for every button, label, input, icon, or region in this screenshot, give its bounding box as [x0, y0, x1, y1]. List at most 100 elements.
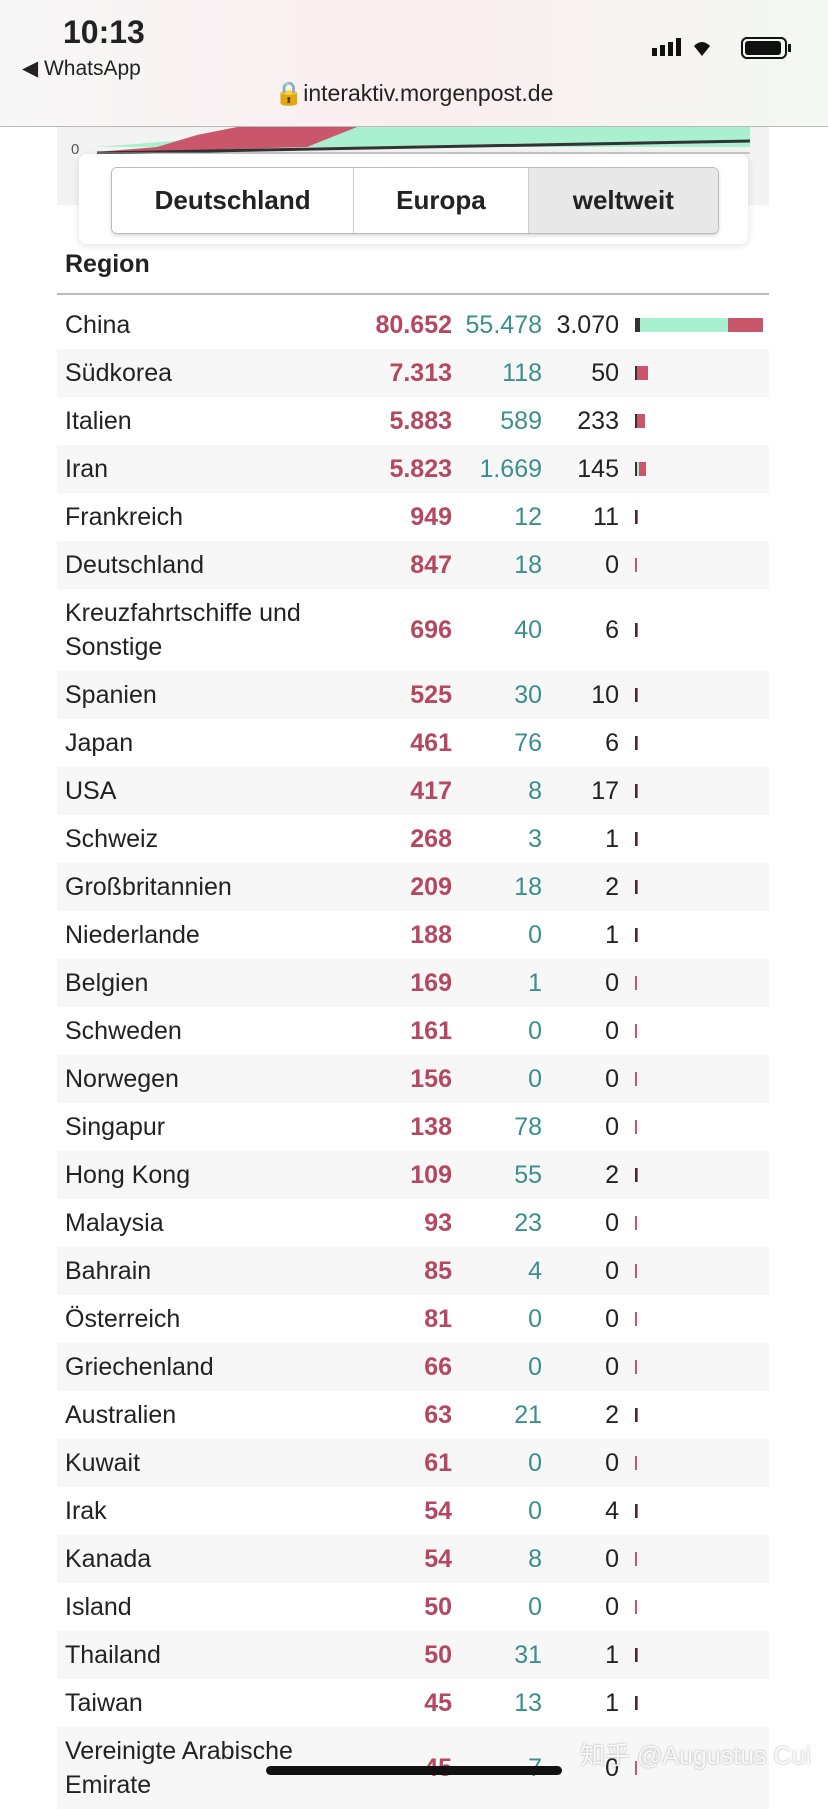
bar-active [635, 1024, 637, 1038]
tab-active[interactable]: weltweit [529, 168, 718, 233]
case-bar [635, 1408, 638, 1422]
deaths: 0 [605, 1014, 619, 1048]
recovered: 23 [514, 1206, 542, 1240]
region-name: Südkorea [57, 356, 365, 390]
cases: 461 [410, 726, 452, 760]
column-header: Region [65, 250, 150, 279]
case-bar [635, 510, 638, 524]
bar-active [637, 832, 639, 846]
bar-active [637, 1408, 639, 1422]
deaths: 4 [605, 1494, 619, 1528]
cases: 109 [410, 1158, 452, 1192]
recovered: 21 [514, 1398, 542, 1432]
region-name: Malaysia [57, 1206, 365, 1240]
region-name: Italien [57, 404, 365, 438]
deaths: 2 [605, 870, 619, 904]
cases: 138 [410, 1110, 452, 1144]
cases: 80.652 [376, 308, 452, 342]
region-name: Norwegen [57, 1062, 365, 1096]
back-link[interactable]: ◀ WhatsApp [22, 56, 141, 81]
case-bar [635, 832, 638, 846]
cases: 417 [410, 774, 452, 808]
deaths: 0 [605, 1302, 619, 1336]
region-name: Irak [57, 1494, 365, 1528]
deaths: 50 [591, 356, 619, 390]
deaths: 6 [605, 726, 619, 760]
region-name: Japan [57, 726, 365, 760]
cases: 50 [424, 1590, 452, 1624]
recovered: 0 [528, 918, 542, 952]
url-bar[interactable]: 🔒interaktiv.morgenpost.de [0, 80, 828, 107]
recovered: 55.478 [466, 308, 542, 342]
cases: 63 [424, 1398, 452, 1432]
lock-icon: 🔒 [275, 80, 304, 106]
deaths: 0 [605, 1254, 619, 1288]
case-bar [635, 1456, 637, 1470]
cases: 5.823 [389, 452, 452, 486]
case-bar [635, 318, 763, 332]
bar-recovered [640, 318, 728, 332]
case-bar [635, 736, 638, 750]
region-name: Bahrain [57, 1254, 365, 1288]
deaths: 0 [605, 1350, 619, 1384]
case-bar [635, 1600, 637, 1614]
y-label: 0 [71, 141, 79, 158]
case-bar [635, 623, 638, 637]
deaths: 0 [605, 548, 619, 582]
recovered: 18 [514, 870, 542, 904]
home-indicator [266, 1766, 562, 1775]
recovered: 40 [514, 613, 542, 647]
recovered: 78 [514, 1110, 542, 1144]
cases: 188 [410, 918, 452, 952]
deaths: 6 [605, 613, 619, 647]
region-name: Singapur [57, 1110, 365, 1144]
deaths: 0 [605, 1062, 619, 1096]
bar-active [637, 1504, 639, 1518]
case-bar [635, 462, 646, 476]
bar-active [635, 1312, 637, 1326]
cases: 847 [410, 548, 452, 582]
region-name: Schweden [57, 1014, 365, 1048]
deaths: 1 [605, 822, 619, 856]
region-name: Niederlande [57, 918, 365, 952]
bar-active [635, 1552, 637, 1566]
deaths: 0 [605, 1110, 619, 1144]
cases: 81 [424, 1302, 452, 1336]
cases: 50 [424, 1638, 452, 1672]
deaths: 233 [577, 404, 619, 438]
header-rule [57, 293, 769, 295]
cases: 54 [424, 1494, 452, 1528]
bar-active [637, 366, 648, 380]
back-arrow: ◀ [22, 57, 44, 80]
tab[interactable]: Europa [354, 168, 528, 233]
case-bar [635, 928, 638, 942]
cases: 54 [424, 1542, 452, 1576]
bar-active [637, 736, 639, 750]
bar-active [637, 880, 639, 894]
recovered: 3 [528, 822, 542, 856]
case-bar [635, 976, 637, 990]
recovered: 0 [528, 1062, 542, 1096]
bar-active [635, 558, 637, 572]
case-bar [635, 1120, 637, 1134]
bar-active [637, 928, 639, 942]
tab[interactable]: Deutschland [112, 168, 354, 233]
recovered: 4 [528, 1254, 542, 1288]
recovered: 13 [514, 1686, 542, 1720]
deaths: 0 [605, 1590, 619, 1624]
recovered: 76 [514, 726, 542, 760]
region-name: Taiwan [57, 1686, 365, 1720]
